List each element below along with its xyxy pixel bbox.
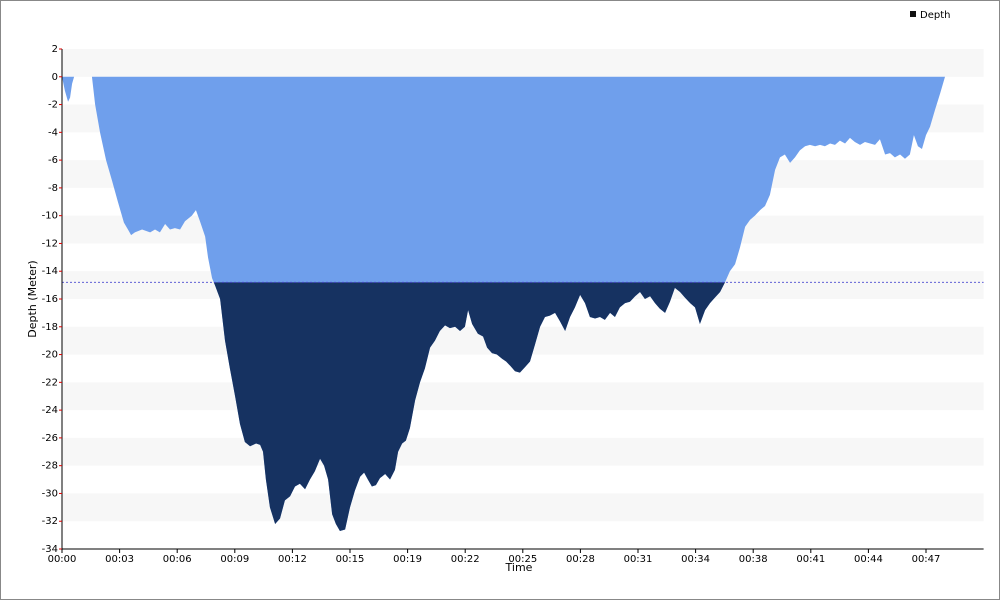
x-tick-label: 00:28: [566, 554, 595, 565]
x-tick-label: 00:47: [912, 554, 941, 565]
grid-band: [62, 382, 984, 411]
depth-area-deep: [213, 282, 725, 531]
y-tick-label: 0: [52, 72, 58, 83]
x-tick-label: 00:44: [854, 554, 883, 565]
x-tick-label: 00:09: [220, 554, 249, 565]
y-tick-label: -8: [48, 183, 58, 194]
x-tick-label: 00:19: [393, 554, 422, 565]
y-tick-label: 2: [52, 44, 58, 55]
y-axis-label: Depth (Meter): [26, 260, 39, 337]
y-tick-label: -22: [42, 377, 58, 388]
y-tick-label: -14: [42, 266, 58, 277]
x-tick-label: 00:41: [796, 554, 825, 565]
grid-band: [62, 49, 984, 77]
x-tick-label: 00:31: [624, 554, 653, 565]
y-tick-label: -28: [42, 461, 58, 472]
y-tick-label: -4: [48, 127, 58, 138]
y-tick-label: -16: [42, 294, 58, 305]
x-tick-label: 00:22: [451, 554, 480, 565]
x-tick-label: 00:25: [508, 554, 537, 565]
y-tick-label: -26: [42, 433, 58, 444]
y-tick-label: -30: [42, 488, 58, 499]
y-tick-label: -2: [48, 100, 58, 111]
x-axis-label: Time: [505, 561, 533, 574]
legend-label: Depth: [920, 10, 950, 21]
x-tick-label: 00:34: [681, 554, 710, 565]
x-tick-label: 00:06: [163, 554, 192, 565]
x-tick-label: 00:03: [105, 554, 134, 565]
legend-marker: [910, 11, 916, 17]
y-tick-label: -6: [48, 155, 58, 166]
grid-band: [62, 437, 984, 466]
y-tick-label: -24: [42, 405, 58, 416]
y-tick-label: -20: [42, 350, 58, 361]
grid-band: [62, 493, 984, 522]
x-tick-label: 00:38: [739, 554, 768, 565]
x-tick-label: 00:15: [336, 554, 365, 565]
y-tick-label: -34: [42, 544, 58, 555]
y-tick-label: -32: [42, 516, 58, 527]
x-tick-label: 00:12: [278, 554, 307, 565]
x-tick-label: 00:00: [48, 554, 77, 565]
y-tick-label: -18: [42, 322, 58, 333]
y-tick-label: -12: [42, 238, 58, 249]
y-tick-label: -10: [42, 211, 58, 222]
